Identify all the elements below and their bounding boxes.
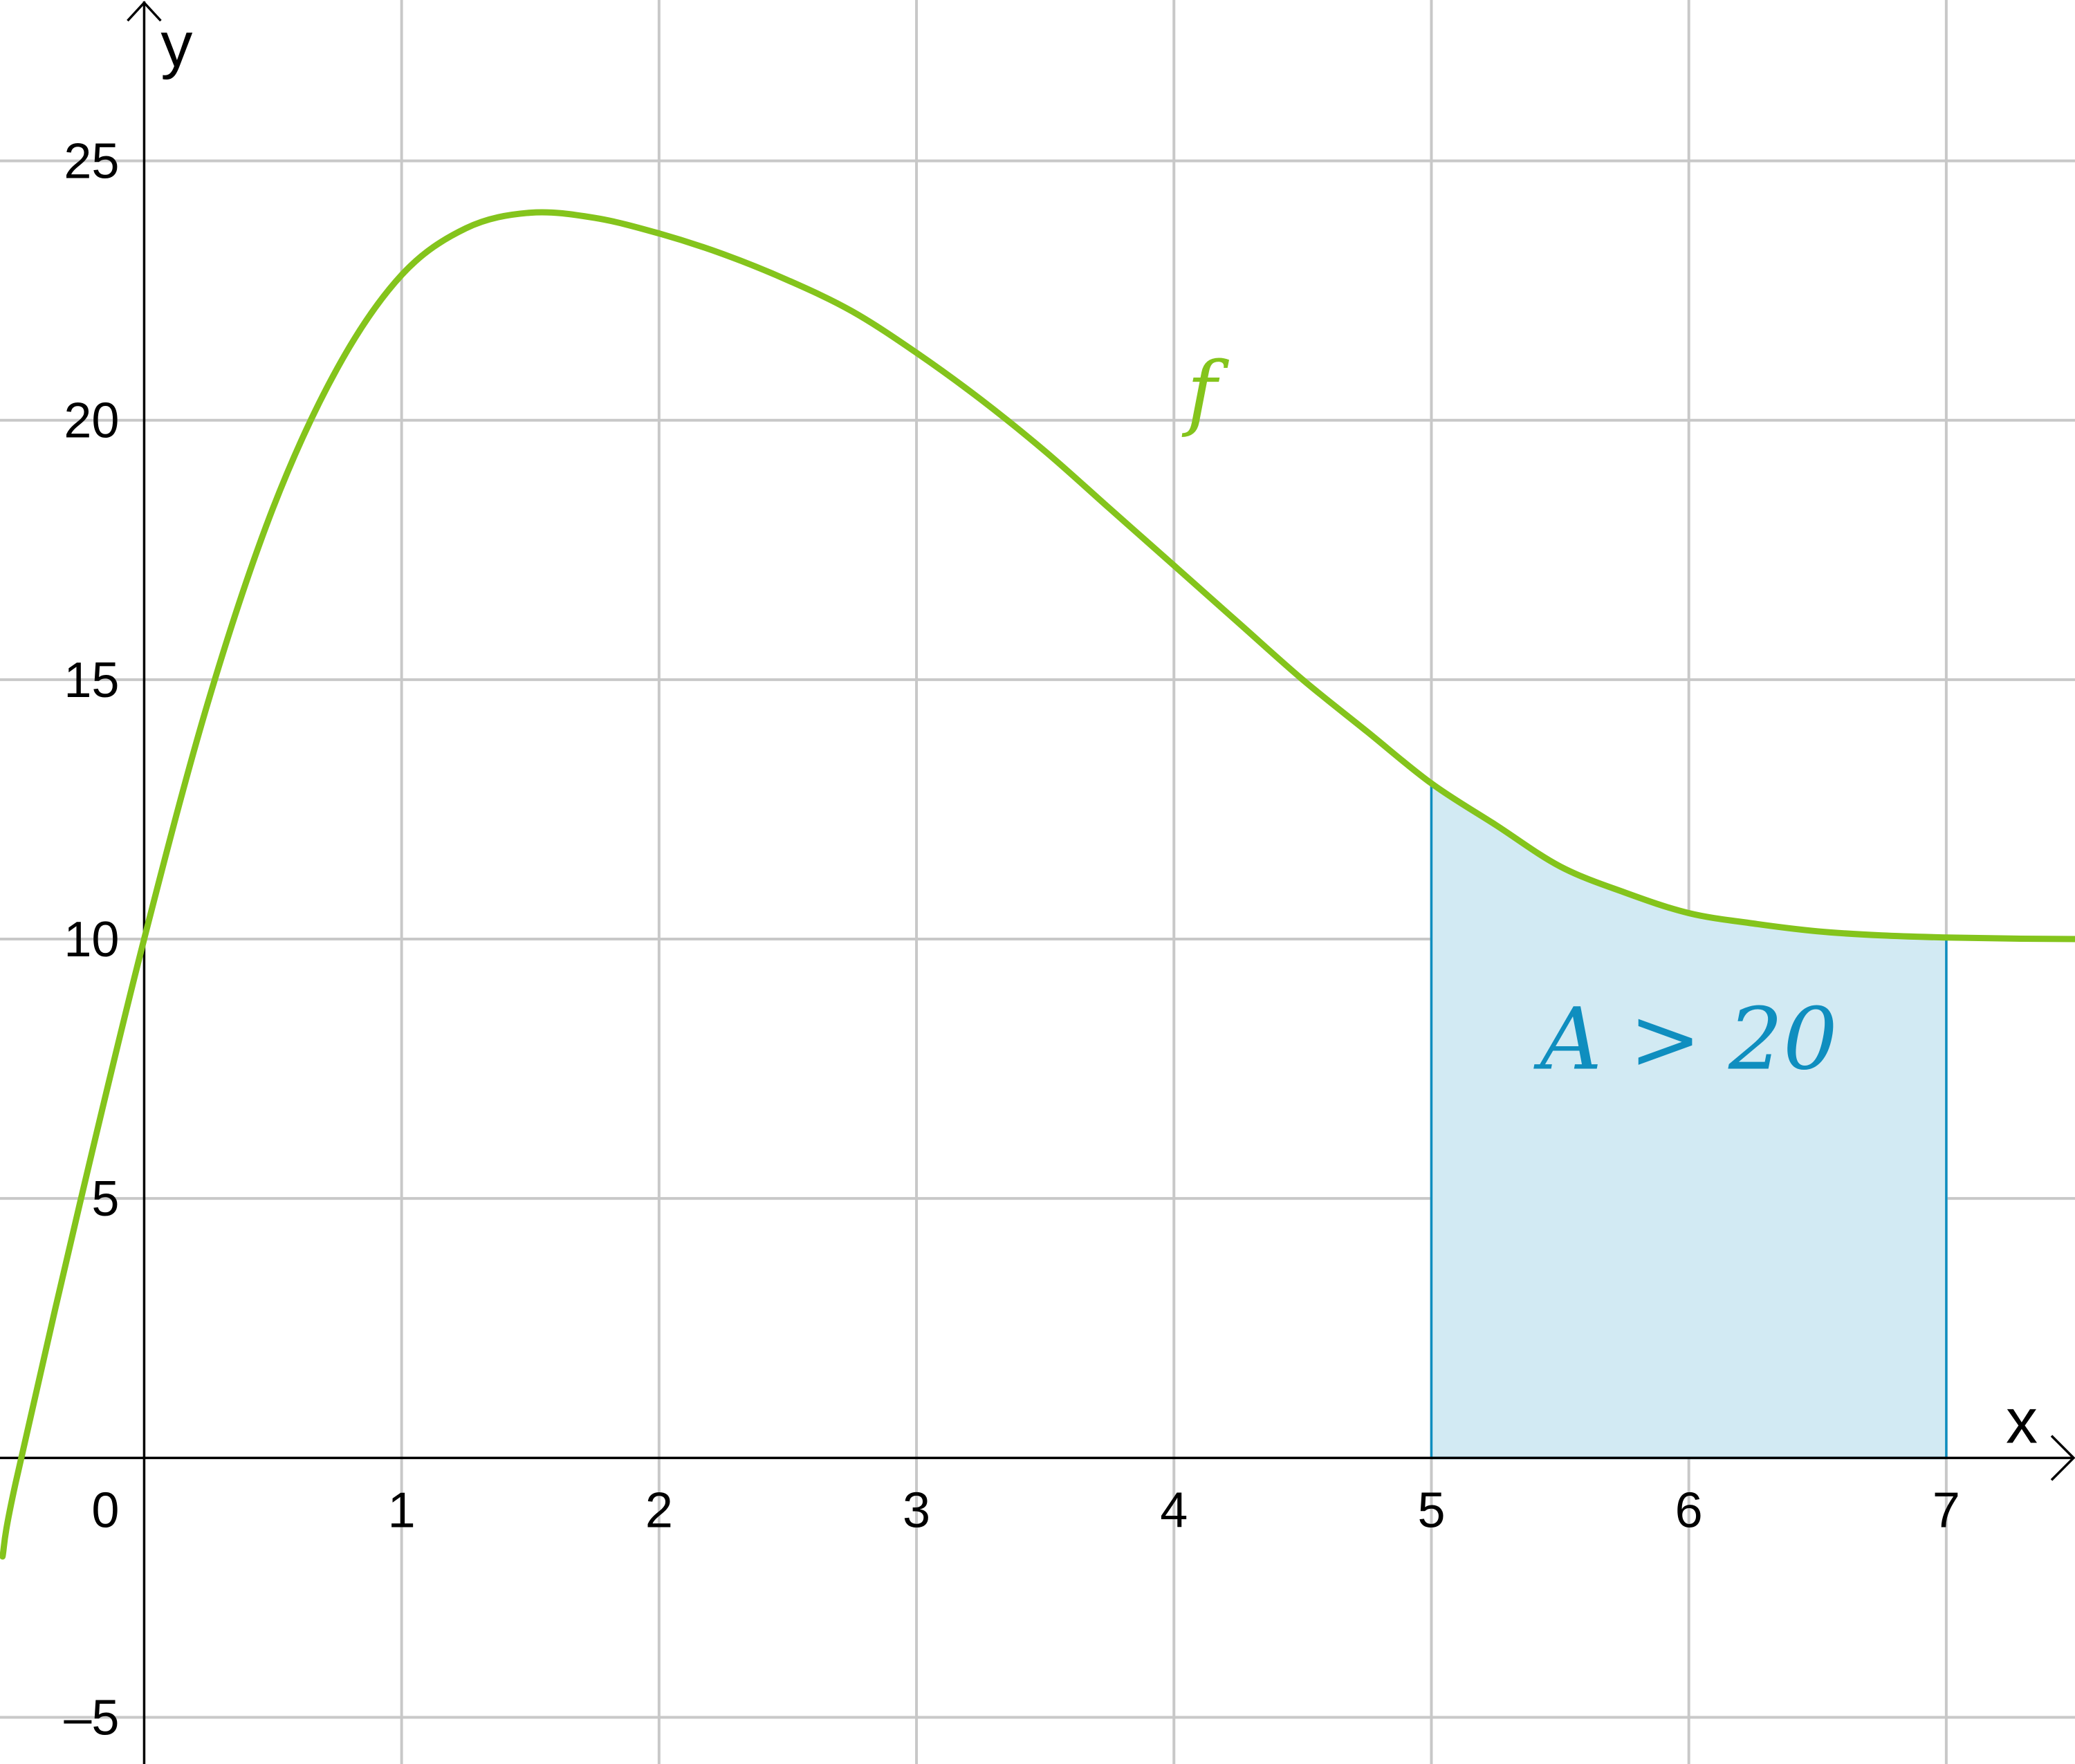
y-axis-label: y <box>160 10 192 80</box>
x-axis-arrow-icon <box>2050 1435 2075 1481</box>
x-tick-label: 3 <box>903 1483 930 1538</box>
label-group: x y 0 f A > 20 1 2 3 4 5 6 7 –5 5 10 15 20 25 <box>64 10 2038 1745</box>
x-tick-label: 2 <box>645 1483 673 1538</box>
x-tick-label: 1 <box>388 1483 416 1538</box>
x-tick-label: 6 <box>1675 1483 1703 1538</box>
y-tick-label: 5 <box>91 1171 119 1227</box>
y-tick-label: –5 <box>64 1690 119 1745</box>
curve-group <box>0 209 2075 1560</box>
y-tick-label: 15 <box>64 653 119 708</box>
y-tick-label: 20 <box>64 393 119 449</box>
curve-label-f: f <box>1181 344 1230 440</box>
curve-f <box>0 209 2075 1560</box>
y-axis-arrow-icon <box>127 1 162 22</box>
shaded-area <box>1431 783 1946 1458</box>
y-tick-label: 25 <box>64 134 119 189</box>
origin-label: 0 <box>91 1483 119 1538</box>
x-tick-label: 4 <box>1160 1483 1188 1538</box>
x-tick-label: 5 <box>1417 1483 1445 1538</box>
y-tick-label: 10 <box>64 912 119 967</box>
x-tick-label: 7 <box>1933 1483 1960 1538</box>
area-label: A > 20 <box>1533 990 1838 1090</box>
x-axis-label: x <box>2006 1386 2038 1456</box>
